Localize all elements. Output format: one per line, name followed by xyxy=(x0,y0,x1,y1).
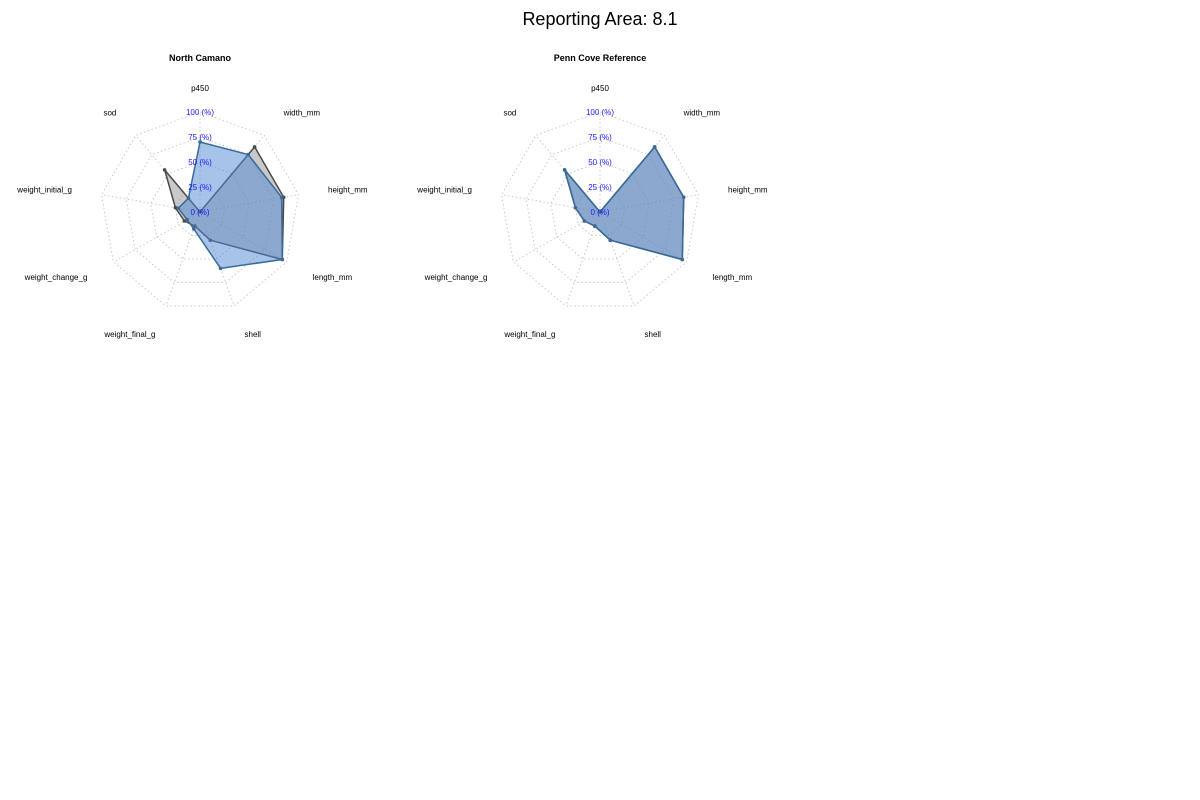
tick-label: 50 (%) xyxy=(588,158,612,167)
reference-point-sod xyxy=(162,168,167,172)
axis-label-weight-change-g: weight_change_g xyxy=(24,273,88,282)
axis-label-width-mm: width_mm xyxy=(683,108,721,117)
site-point-sod xyxy=(562,168,567,172)
site-point-weight-initial-g xyxy=(573,205,578,210)
tick-label: 25 (%) xyxy=(188,183,212,192)
site-point-width-mm xyxy=(652,145,657,149)
site-point-p450 xyxy=(198,140,202,144)
site-point-p450 xyxy=(598,210,602,214)
tick-label: 0 (%) xyxy=(190,208,209,217)
axis-label-sod: sod xyxy=(503,108,516,117)
site-point-weight-change-g xyxy=(582,219,587,223)
site-point-width-mm xyxy=(246,152,251,157)
site-point-weight-final-g xyxy=(593,224,597,228)
axis-label-weight-initial-g: weight_initial_g xyxy=(16,185,72,194)
axis-label-height-mm: height_mm xyxy=(728,185,768,194)
tick-label: 75 (%) xyxy=(588,133,612,142)
axis-label-height-mm: height_mm xyxy=(328,185,368,194)
site-point-weight-final-g xyxy=(192,227,196,231)
axis-label-p450: p450 xyxy=(191,84,209,93)
site-point-weight-initial-g xyxy=(176,206,181,210)
axis-label-sod: sod xyxy=(103,108,116,117)
site-point-length-mm xyxy=(280,257,285,262)
reference-point-weight-change-g xyxy=(182,219,187,223)
axis-label-shell: shell xyxy=(645,330,662,339)
axis-label-p450: p450 xyxy=(591,84,609,93)
axis-label-weight-final-g: weight_final_g xyxy=(503,330,555,339)
radar-panel-north-camano: North Camano 0 (%) 25 (%) 50 (%) 75 (%) 100 (… xyxy=(16,53,368,339)
axis-label-length-mm: length_mm xyxy=(713,273,753,282)
tick-label: 100 (%) xyxy=(186,108,214,117)
axis-label-weight-change-g: weight_change_g xyxy=(424,273,488,282)
chart-title: Reporting Area: 8.1 xyxy=(522,9,678,29)
grid-ring xyxy=(150,161,250,260)
tick-label: 100 (%) xyxy=(586,108,614,117)
panel-title: Penn Cove Reference xyxy=(554,53,647,63)
site-point-height-mm xyxy=(279,195,284,200)
tick-label: 50 (%) xyxy=(188,158,212,167)
grid-ring xyxy=(500,111,700,307)
site-series-polygon xyxy=(563,146,685,261)
site-point-shell xyxy=(608,238,613,242)
axis-label-width-mm: width_mm xyxy=(283,108,321,117)
tick-label: 0 (%) xyxy=(590,208,609,217)
axis-label-weight-final-g: weight_final_g xyxy=(103,330,155,339)
grid-ring xyxy=(550,161,650,260)
axis-label-length-mm: length_mm xyxy=(313,273,353,282)
site-point-length-mm xyxy=(680,257,685,262)
tick-label: 75 (%) xyxy=(188,133,212,142)
radar-panel-penn-cove-reference: Penn Cove Reference 0 (%) 25 (%) 50 (%) 75 (… xyxy=(416,53,768,339)
axis-label-shell: shell xyxy=(245,330,262,339)
grid-ring xyxy=(100,111,300,307)
reference-point-weight-initial-g xyxy=(173,205,178,210)
site-point-shell xyxy=(218,266,223,271)
site-series-polygon xyxy=(177,141,284,270)
tick-label: 25 (%) xyxy=(588,183,612,192)
reference-point-width-mm xyxy=(252,145,257,149)
axis-label-weight-initial-g: weight_initial_g xyxy=(416,185,472,194)
site-point-sod xyxy=(186,196,191,201)
site-point-weight-change-g xyxy=(185,217,189,222)
panel-title: North Camano xyxy=(169,53,232,63)
site-point-height-mm xyxy=(681,195,686,200)
